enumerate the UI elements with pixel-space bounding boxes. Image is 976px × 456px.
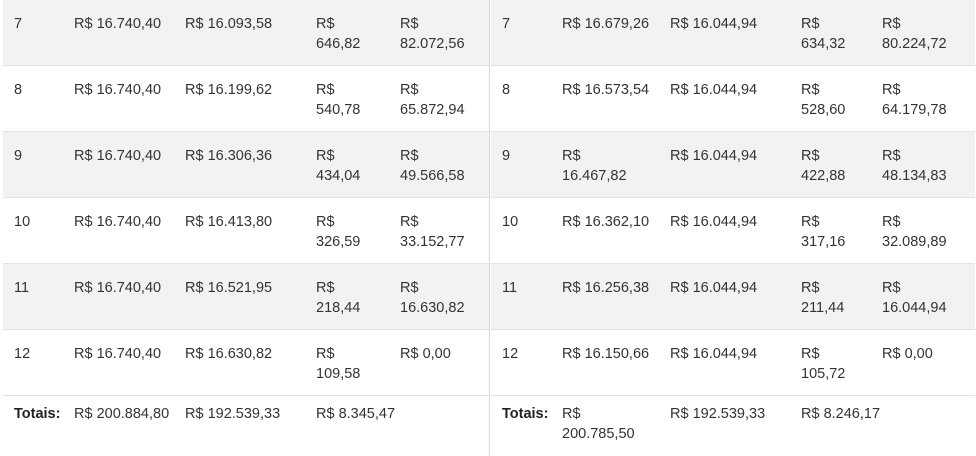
- amortization-value: R$ 16.044,94: [670, 148, 758, 164]
- price-table: 7 R$ 16.740,40 R$ 16.093,58 R$ 646,82 R$…: [3, 0, 489, 456]
- interest-value: R$ 540,78: [316, 82, 361, 118]
- balance-value: R$ 0,00: [882, 346, 933, 362]
- installment-value: R$ 16.740,40: [74, 82, 162, 98]
- balance-value: R$ 49.566,58: [400, 148, 465, 184]
- amortization-value: R$ 16.044,94: [670, 16, 758, 32]
- interest-value: R$ 528,60: [801, 82, 846, 118]
- total-interest: R$ 8.345,47: [316, 406, 396, 422]
- installment-number: 12: [14, 346, 31, 362]
- installment-number: 9: [502, 148, 511, 164]
- interest-value: R$ 218,44: [316, 280, 361, 316]
- installment-value: R$ 16.362,10: [562, 214, 650, 230]
- installment-number: 11: [502, 280, 518, 296]
- interest-value: R$ 211,44: [801, 280, 845, 316]
- interest-value: R$ 646,82: [316, 16, 361, 52]
- table-row: 7 R$ 16.740,40 R$ 16.093,58 R$ 646,82 R$…: [3, 0, 489, 66]
- amortization-value: R$ 16.630,82: [185, 346, 273, 362]
- balance-value: R$ 48.134,83: [882, 148, 947, 184]
- amortization-value: R$ 16.413,80: [185, 214, 273, 230]
- table-row: 12 R$ 16.150,66 R$ 16.044,94 R$ 105,72 R…: [491, 330, 975, 396]
- installment-value: R$ 16.740,40: [74, 148, 162, 164]
- total-interest: R$ 8.246,17: [801, 406, 881, 422]
- balance-value: R$ 33.152,77: [400, 214, 465, 250]
- installment-number: 11: [14, 280, 30, 296]
- balance-value: R$ 16.630,82: [400, 280, 465, 316]
- installment-number: 12: [502, 346, 519, 362]
- totals-label: Totais:: [14, 406, 61, 422]
- installment-number: 7: [14, 16, 23, 32]
- installment-value: R$ 16.740,40: [74, 16, 162, 32]
- table-row: 10 R$ 16.362,10 R$ 16.044,94 R$ 317,16 R…: [491, 198, 975, 264]
- interest-value: R$ 434,04: [316, 148, 361, 184]
- balance-value: R$ 0,00: [400, 346, 451, 362]
- installment-value: R$ 16.256,38: [562, 280, 650, 296]
- table-row: 8 R$ 16.740,40 R$ 16.199,62 R$ 540,78 R$…: [3, 66, 489, 132]
- amortization-value: R$ 16.044,94: [670, 280, 758, 296]
- installment-number: 8: [502, 82, 511, 98]
- interest-value: R$ 317,16: [801, 214, 846, 250]
- installment-value: R$ 16.573,54: [562, 82, 650, 98]
- balance-value: R$ 82.072,56: [400, 16, 465, 52]
- installment-value: R$ 16.740,40: [74, 214, 162, 230]
- table-row: 11 R$ 16.256,38 R$ 16.044,94 R$ 211,44 R…: [491, 264, 975, 330]
- table-row: 10 R$ 16.740,40 R$ 16.413,80 R$ 326,59 R…: [3, 198, 489, 264]
- total-installments: R$ 200.785,50: [562, 406, 635, 442]
- installment-value: R$ 16.150,66: [562, 346, 650, 362]
- table-row: 11 R$ 16.740,40 R$ 16.521,95 R$ 218,44 R…: [3, 264, 489, 330]
- balance-value: R$ 64.179,78: [882, 82, 947, 118]
- amortization-value: R$ 16.044,94: [670, 346, 758, 362]
- table-row: 12 R$ 16.740,40 R$ 16.630,82 R$ 109,58 R…: [3, 330, 489, 396]
- interest-value: R$ 105,72: [801, 346, 846, 382]
- amortization-value: R$ 16.093,58: [185, 16, 273, 32]
- amortization-value: R$ 16.199,62: [185, 82, 273, 98]
- balance-value: R$ 32.089,89: [882, 214, 947, 250]
- table-divider: [489, 0, 490, 456]
- balance-value: R$ 80.224,72: [882, 16, 947, 52]
- amortization-value: R$ 16.044,94: [670, 214, 758, 230]
- table-row: 8 R$ 16.573,54 R$ 16.044,94 R$ 528,60 R$…: [491, 66, 975, 132]
- interest-value: R$ 422,88: [801, 148, 846, 184]
- total-installments: R$ 200.884,80: [74, 406, 170, 422]
- installment-number: 10: [502, 214, 519, 230]
- table-row: 7 R$ 16.679,26 R$ 16.044,94 R$ 634,32 R$…: [491, 0, 975, 66]
- installment-value: R$ 16.679,26: [562, 16, 650, 32]
- totals-row: Totais: R$ 200.884,80 R$ 192.539,33 R$ 8…: [3, 396, 489, 456]
- table-row: 9 R$ 16.467,82 R$ 16.044,94 R$ 422,88 R$…: [491, 132, 975, 198]
- totals-label: Totais:: [502, 406, 549, 422]
- installment-number: 8: [14, 82, 23, 98]
- totals-row: Totais: R$ 200.785,50 R$ 192.539,33 R$ 8…: [491, 396, 975, 456]
- amortization-value: R$ 16.306,36: [185, 148, 273, 164]
- installment-number: 10: [14, 214, 31, 230]
- interest-value: R$ 634,32: [801, 16, 846, 52]
- installment-value: R$ 16.740,40: [74, 280, 162, 296]
- sac-table: 7 R$ 16.679,26 R$ 16.044,94 R$ 634,32 R$…: [491, 0, 975, 456]
- total-amortization: R$ 192.539,33: [185, 406, 281, 422]
- interest-value: R$ 109,58: [316, 346, 361, 382]
- installment-value: R$ 16.467,82: [562, 148, 627, 184]
- installment-number: 7: [502, 16, 511, 32]
- balance-value: R$ 16.044,94: [882, 280, 947, 316]
- amortization-value: R$ 16.521,95: [185, 280, 273, 296]
- installment-number: 9: [14, 148, 23, 164]
- installment-value: R$ 16.740,40: [74, 346, 162, 362]
- interest-value: R$ 326,59: [316, 214, 361, 250]
- total-amortization: R$ 192.539,33: [670, 406, 766, 422]
- table-row: 9 R$ 16.740,40 R$ 16.306,36 R$ 434,04 R$…: [3, 132, 489, 198]
- amortization-value: R$ 16.044,94: [670, 82, 758, 98]
- balance-value: R$ 65.872,94: [400, 82, 465, 118]
